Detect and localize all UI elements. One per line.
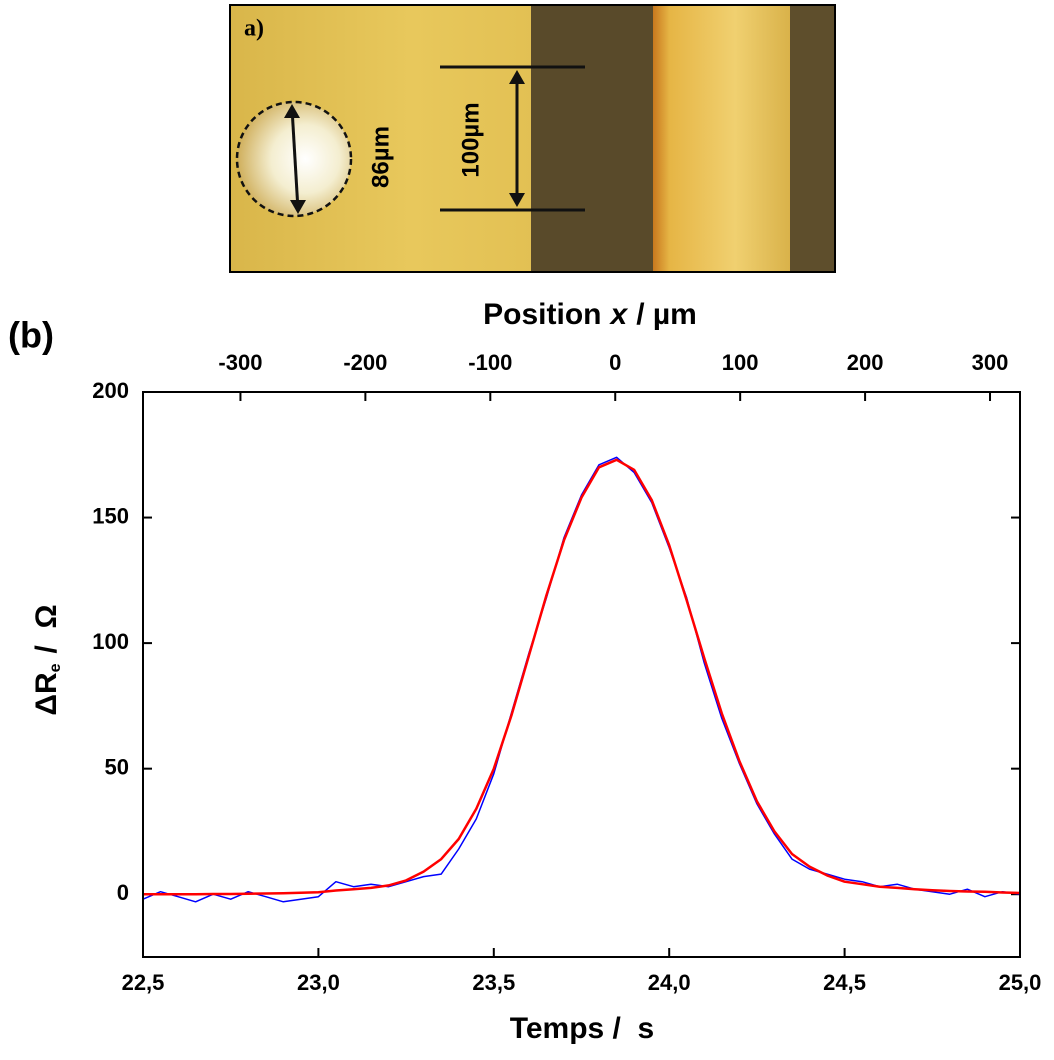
x2-tick-label: 100 (722, 350, 759, 375)
y-tick-label: 100 (92, 629, 129, 654)
x2-tick-label: 0 (609, 350, 621, 375)
dark-band (790, 6, 834, 271)
dark-band (531, 6, 653, 271)
x-axis-label: Temps / s (510, 1012, 655, 1045)
arrow-head (509, 70, 525, 207)
x-tick-label: 24,5 (823, 970, 866, 995)
annotation: 86µm (367, 126, 394, 188)
label-part: / µm (636, 298, 697, 331)
x-tick-label: 22,5 (122, 970, 165, 995)
y-axis-label: ΔRe / Ω (30, 604, 64, 715)
x-tick-label: 23,0 (297, 970, 340, 995)
panel-label: (b) (8, 315, 54, 356)
x2-tick-label: -200 (343, 350, 387, 375)
y-tick-label: 200 (92, 378, 129, 403)
bright-band (653, 6, 790, 271)
label-part: e (47, 663, 64, 672)
y-tick-label: 0 (117, 880, 129, 905)
x-tick-label: 25,0 (999, 970, 1042, 995)
label-part: x (609, 298, 629, 331)
x2-tick-label: -100 (468, 350, 512, 375)
photo-label: a) (244, 16, 264, 42)
label-part: ΔR (30, 672, 63, 716)
x2-tick-label: 300 (972, 350, 1009, 375)
annotation: 100µm (457, 102, 484, 177)
label-part: Position (483, 298, 601, 331)
x2-tick-label: 200 (847, 350, 884, 375)
x2-tick-label: -300 (218, 350, 262, 375)
photo: a) 86µm 100µm (229, 4, 836, 273)
arrow (290, 107, 300, 211)
x-tick-label: 24,0 (648, 970, 691, 995)
x-tick-label: 23,5 (472, 970, 515, 995)
x2-axis-label: Position x / µm (483, 298, 697, 331)
plot-frame (142, 391, 1021, 958)
series-line (142, 456, 1021, 903)
y-tick-label: 50 (105, 754, 129, 779)
label-part: / Ω (30, 604, 63, 653)
arrow-head (284, 104, 306, 214)
y-tick-label: 150 (92, 503, 129, 528)
series-line (143, 458, 1021, 896)
